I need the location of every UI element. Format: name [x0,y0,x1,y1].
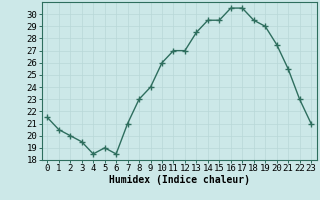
X-axis label: Humidex (Indice chaleur): Humidex (Indice chaleur) [109,175,250,185]
